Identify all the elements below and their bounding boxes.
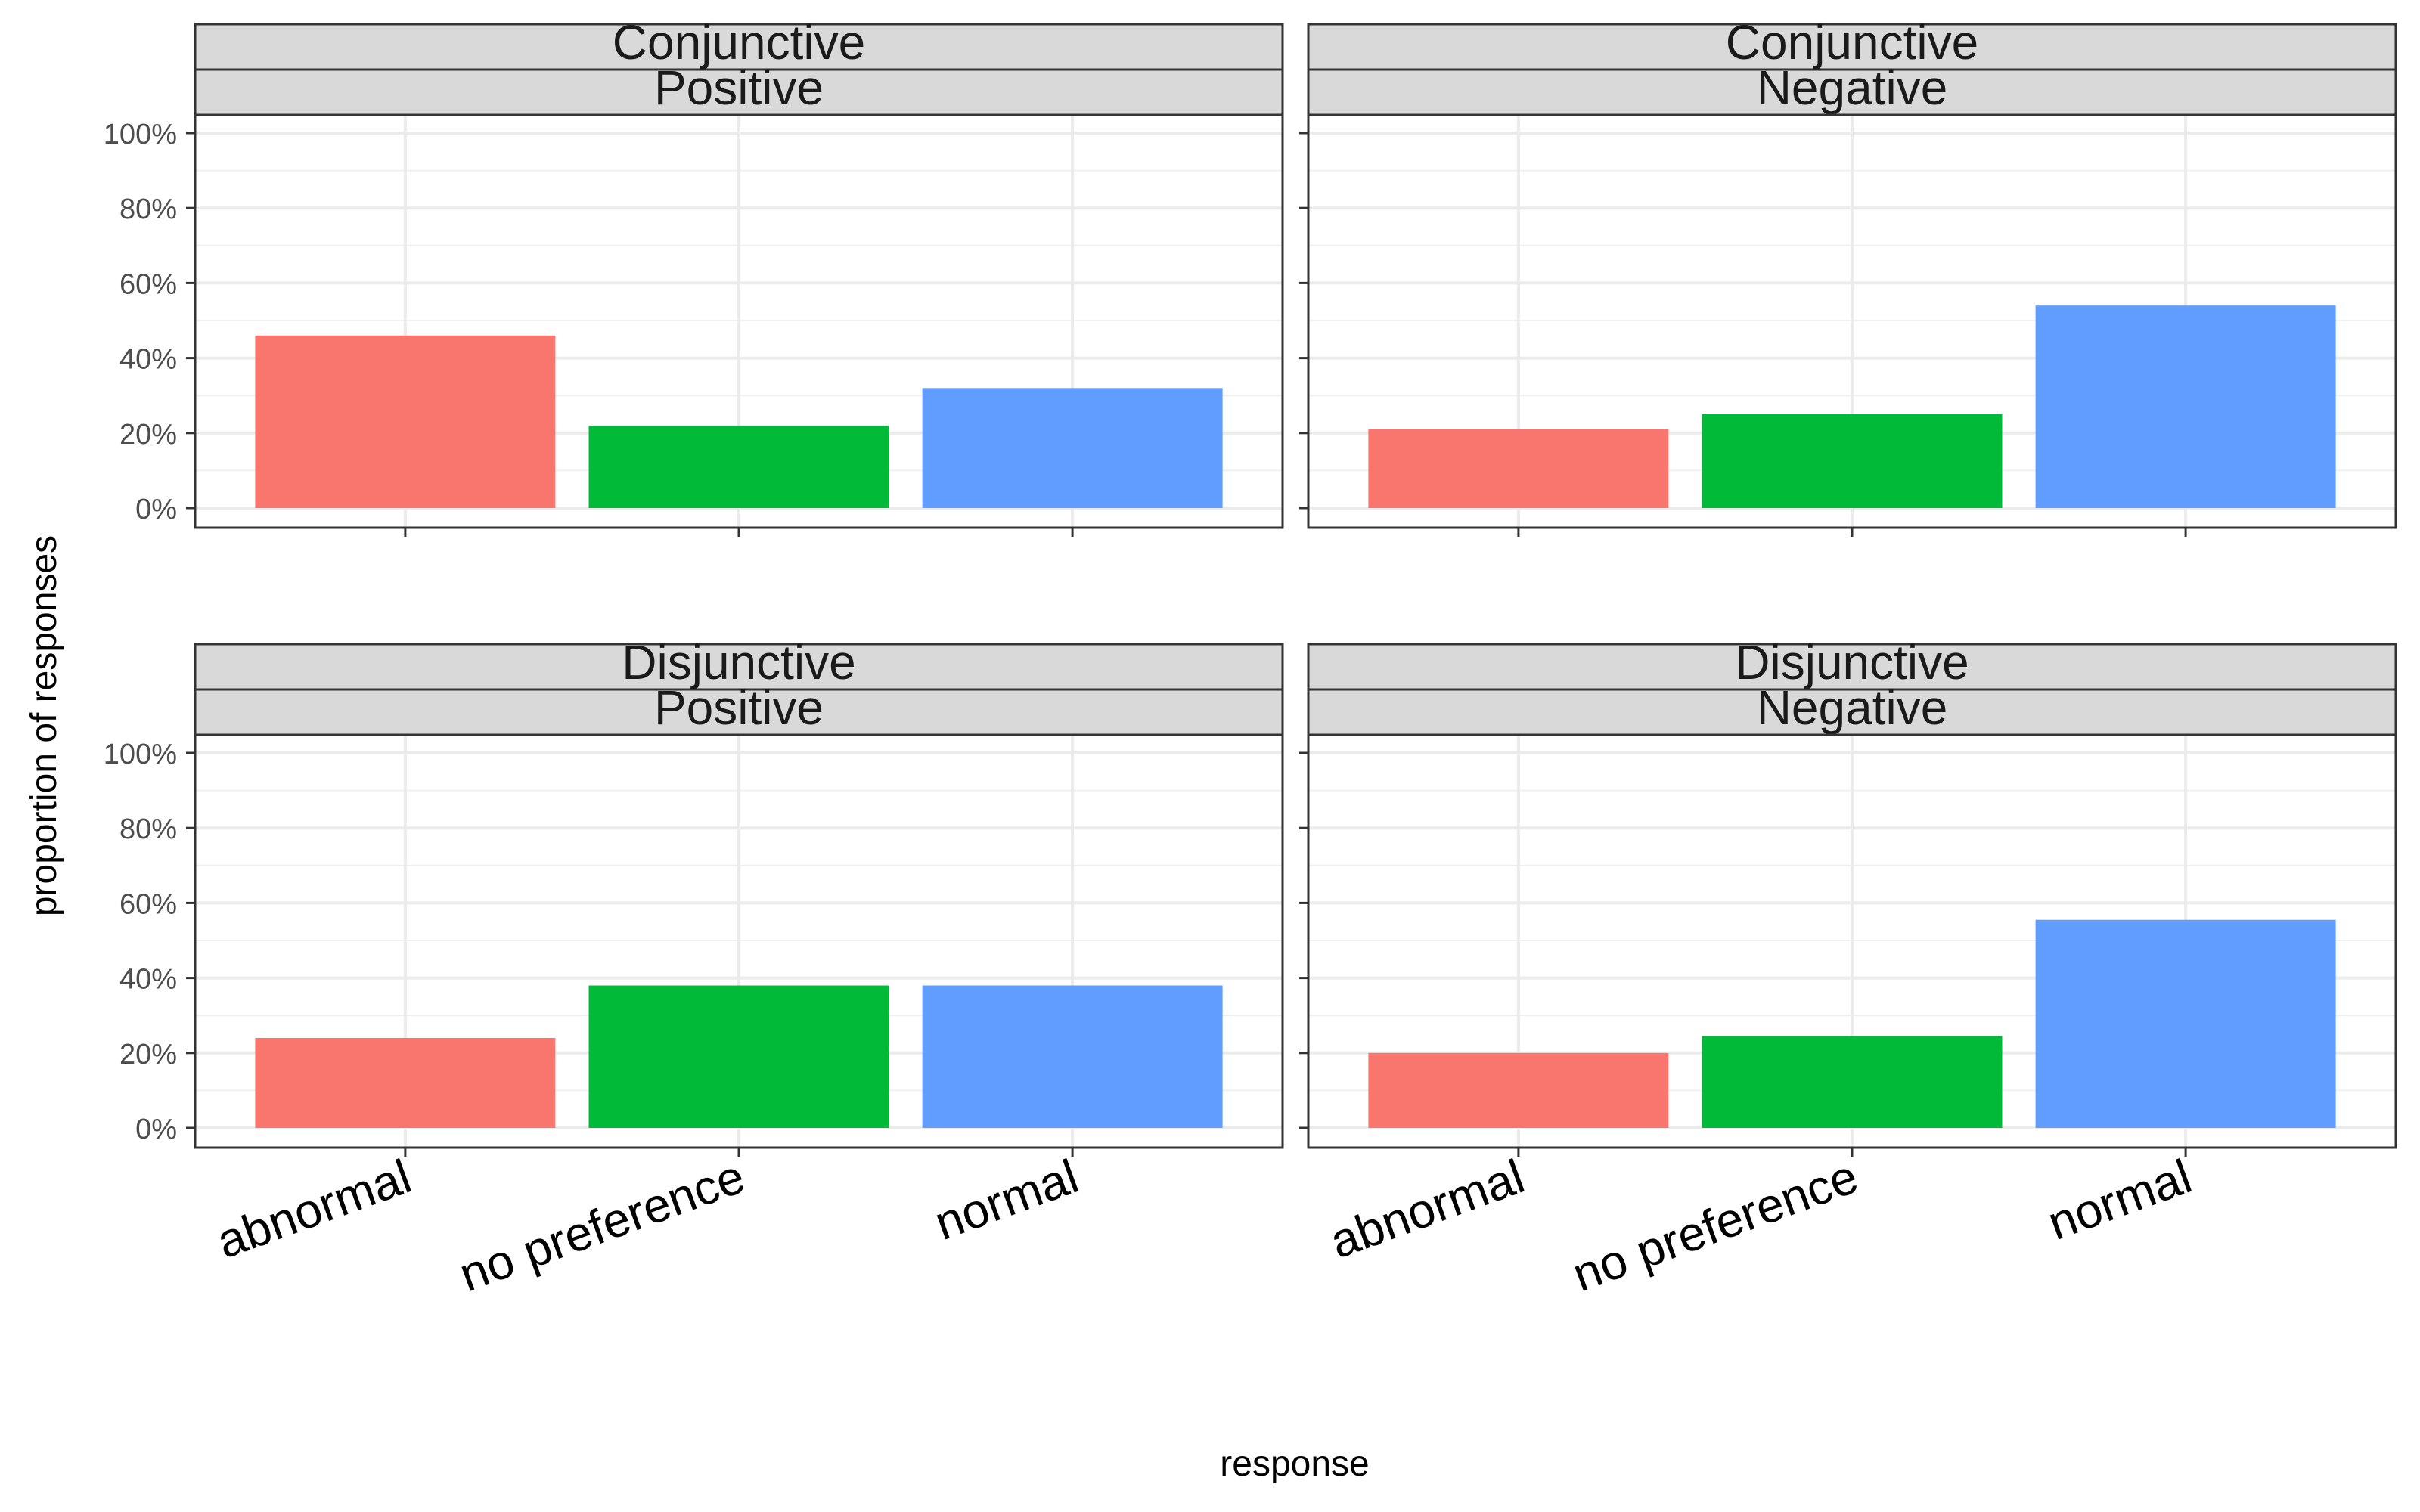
bar-abnormal: [1368, 1052, 1669, 1128]
bar-normal: [922, 388, 1223, 508]
strip-bottom-label: Positive: [654, 680, 824, 735]
bar-abnormal: [255, 1037, 556, 1128]
strip-top-background: [194, 643, 1284, 691]
y-tick-label: 100%: [104, 119, 177, 150]
strip-bottom-label: Negative: [1757, 60, 1948, 115]
y-tick-label: 20%: [119, 419, 177, 451]
strip-top-label: Disjunctive: [1735, 635, 1969, 689]
strip-bottom-label: Positive: [654, 60, 824, 115]
y-tick-label: 80%: [119, 813, 177, 845]
bar-no-preference: [588, 985, 889, 1128]
y-tick-label: 60%: [119, 888, 177, 920]
y-tick-label: 40%: [119, 344, 177, 376]
strip-bottom-background: [194, 688, 1284, 736]
bar-normal: [2035, 919, 2336, 1128]
bar-normal: [2035, 305, 2336, 508]
panels-layer: ConjunctivePositive0%20%40%60%80%100%Con…: [104, 15, 2397, 1302]
bar-no-preference: [588, 425, 889, 508]
bar-no-preference: [1702, 414, 2003, 508]
x-axis-title: response: [1220, 1444, 1369, 1484]
strip-top-background: [194, 23, 1284, 71]
y-tick-label: 40%: [119, 964, 177, 996]
y-tick-label: 0%: [135, 1114, 177, 1145]
bar-abnormal: [255, 335, 556, 508]
bar-no-preference: [1702, 1036, 2003, 1128]
bar-abnormal: [1368, 429, 1669, 508]
y-tick-label: 20%: [119, 1039, 177, 1070]
y-tick-label: 0%: [135, 494, 177, 525]
strip-top-label: Disjunctive: [622, 635, 855, 689]
strip-bottom-background: [194, 68, 1284, 116]
strip-top-label: Conjunctive: [1726, 15, 1978, 70]
y-axis-title: proportion of responses: [24, 535, 64, 916]
y-tick-label: 80%: [119, 194, 177, 225]
bar-normal: [922, 985, 1223, 1128]
panel-3: DisjunctivePositive0%20%40%60%80%100%abn…: [104, 635, 1284, 1302]
strip-bottom-label: Negative: [1757, 680, 1948, 735]
strip-bottom-background: [1307, 688, 2397, 736]
y-tick-label: 100%: [104, 739, 177, 770]
y-tick-label: 60%: [119, 268, 177, 300]
strip-top-background: [1307, 23, 2397, 71]
strip-top-label: Conjunctive: [613, 15, 865, 70]
